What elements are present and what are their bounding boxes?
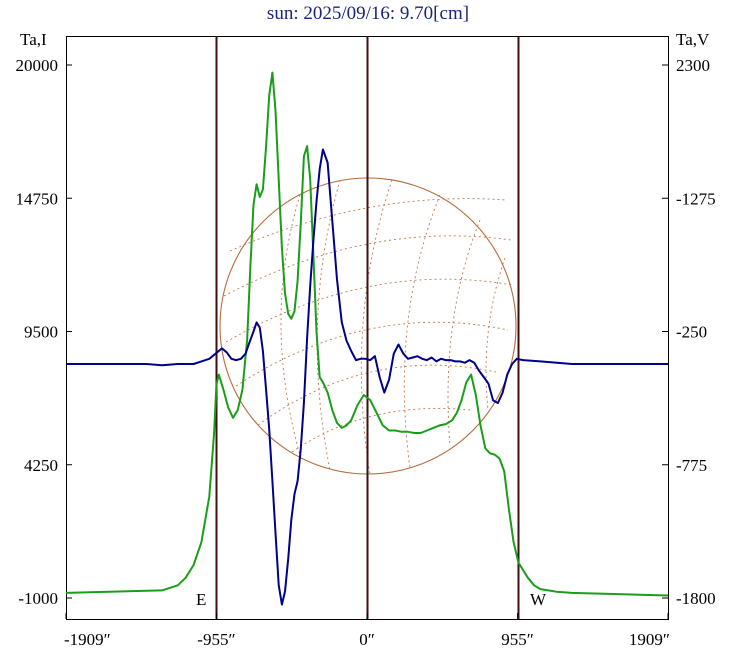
x-tick-label-1: -955″ — [197, 630, 235, 649]
x-tick-label-2: 0″ — [359, 630, 375, 649]
west-limb-label: W — [530, 590, 547, 609]
chart-title: sun: 2025/09/16: 9.70[cm] — [267, 3, 469, 24]
left-tick-label-2: 9500 — [24, 323, 58, 342]
right-axis-label: Ta,V — [676, 30, 710, 49]
polarization-series-line — [66, 148, 668, 606]
right-tick-label-4: -1800 — [676, 589, 716, 608]
left-tick-label-4: -1000 — [18, 589, 58, 608]
x-tick-label-4: 1909″ — [629, 630, 670, 649]
right-tick-label-0: 2300 — [676, 56, 710, 75]
left-axis-label: Ta,I — [20, 30, 47, 49]
right-tick-label-1: -1275 — [676, 189, 716, 208]
left-tick-label-3: 4250 — [24, 456, 58, 475]
right-tick-label-2: -250 — [676, 323, 707, 342]
left-tick-label-1: 14750 — [16, 189, 59, 208]
series-layer — [65, 71, 669, 606]
right-tick-label-3: -775 — [676, 456, 707, 475]
solar-disk-grid — [223, 179, 513, 475]
x-tick-label-0: -1909″ — [64, 630, 111, 649]
y-axis-ticks: 20000 14750 9500 4250 -1000 2300 -1275 -250 -775… — [16, 56, 716, 608]
x-tick-label-3: 955″ — [501, 630, 534, 649]
east-limb-label: E — [196, 590, 206, 609]
limb-marker-lines — [215, 36, 520, 619]
left-tick-label-0: 20000 — [16, 56, 59, 75]
x-axis-ticks: -1909″ -955″ 0″ 955″ 1909″ — [64, 613, 670, 649]
intensity-series-line — [65, 71, 669, 597]
